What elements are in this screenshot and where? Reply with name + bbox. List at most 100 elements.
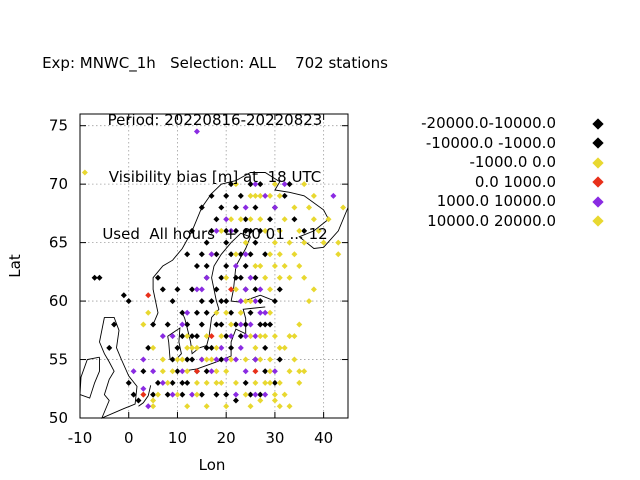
data-point [228,333,235,340]
title-line-2: Period: 20220816-20220823 [107,111,323,129]
data-point [257,181,264,188]
data-point [189,344,196,351]
data-point [164,321,171,328]
data-point [276,379,283,386]
data-point [193,333,200,340]
data-point [150,403,157,410]
data-point [198,391,205,398]
data-point [271,263,278,269]
data-point [203,274,210,281]
data-point [228,356,235,363]
data-point [96,274,103,281]
data-point [145,309,152,316]
data-point [218,227,225,234]
data-point [286,333,293,340]
data-point [242,216,249,223]
data-point [174,286,181,293]
data-point [267,216,274,223]
data-point [218,204,225,211]
data-point [296,321,303,328]
data-point [203,368,210,375]
data-point [213,356,220,363]
data-point [198,321,205,328]
data-point [247,181,254,188]
data-point [159,368,166,375]
data-point [252,204,259,211]
data-point [184,321,191,328]
data-point [159,356,166,363]
data-point [150,368,157,375]
data-point [169,379,176,386]
data-point [257,309,264,316]
data-point [198,286,205,293]
data-point [111,321,118,328]
data-point [257,333,264,340]
data-point [262,333,269,340]
data-point [213,391,220,398]
data-point [247,333,254,340]
y-tick-label: 75 [49,117,68,135]
data-point [150,391,157,398]
data-point [203,379,210,386]
data-point [237,192,244,199]
data-point [223,333,230,340]
data-point [257,391,264,398]
data-point [252,333,259,340]
data-point [242,391,249,398]
data-point [189,286,196,293]
data-point [140,368,147,375]
title-line-4: Used All hours + 00 01 ... 12 [102,225,328,243]
legend-label: -20000.0-10000.0 [421,114,556,132]
data-point [252,274,259,281]
data-point [335,251,342,258]
data-point [130,391,137,398]
data-point [276,286,283,293]
data-point [267,379,274,386]
data-point [228,344,235,351]
data-point [310,216,317,223]
coastline [138,385,152,407]
legend-entry: -20000.0-10000.0 [370,114,620,134]
data-point [232,181,239,188]
data-point [159,286,166,293]
data-point [232,356,239,363]
legend-marker [592,137,604,149]
data-point [306,204,313,211]
data-point [193,286,200,293]
data-point [325,216,332,223]
y-axis-label: Lat [6,254,24,278]
data-point [223,263,230,269]
data-point [262,274,269,281]
data-point [242,286,249,293]
data-point [271,391,278,398]
data-point [281,344,288,351]
legend-entry: 1000.0 10000.0 [370,192,620,212]
y-tick-label: 55 [49,351,68,369]
data-point [242,227,249,234]
x-tick-label: 10 [168,429,187,447]
data-point [213,321,220,328]
data-point [247,192,254,199]
data-point [301,368,308,375]
data-point [228,286,235,293]
data-point [223,356,230,363]
legend-entry: 10000.0 20000.0 [370,212,620,232]
data-point [271,368,278,375]
data-point [262,368,269,375]
data-point [242,239,249,246]
data-point [164,391,171,398]
data-point [252,368,259,375]
data-point [257,356,264,363]
data-point [154,391,161,398]
data-point [208,227,215,234]
data-point [218,274,225,281]
data-point [335,239,342,246]
data-point [232,251,239,258]
data-point [247,216,254,223]
data-point [281,192,288,199]
data-point [208,298,215,305]
coastline [172,306,266,372]
data-point [247,251,254,258]
data-point [145,344,152,351]
data-point [281,391,288,398]
